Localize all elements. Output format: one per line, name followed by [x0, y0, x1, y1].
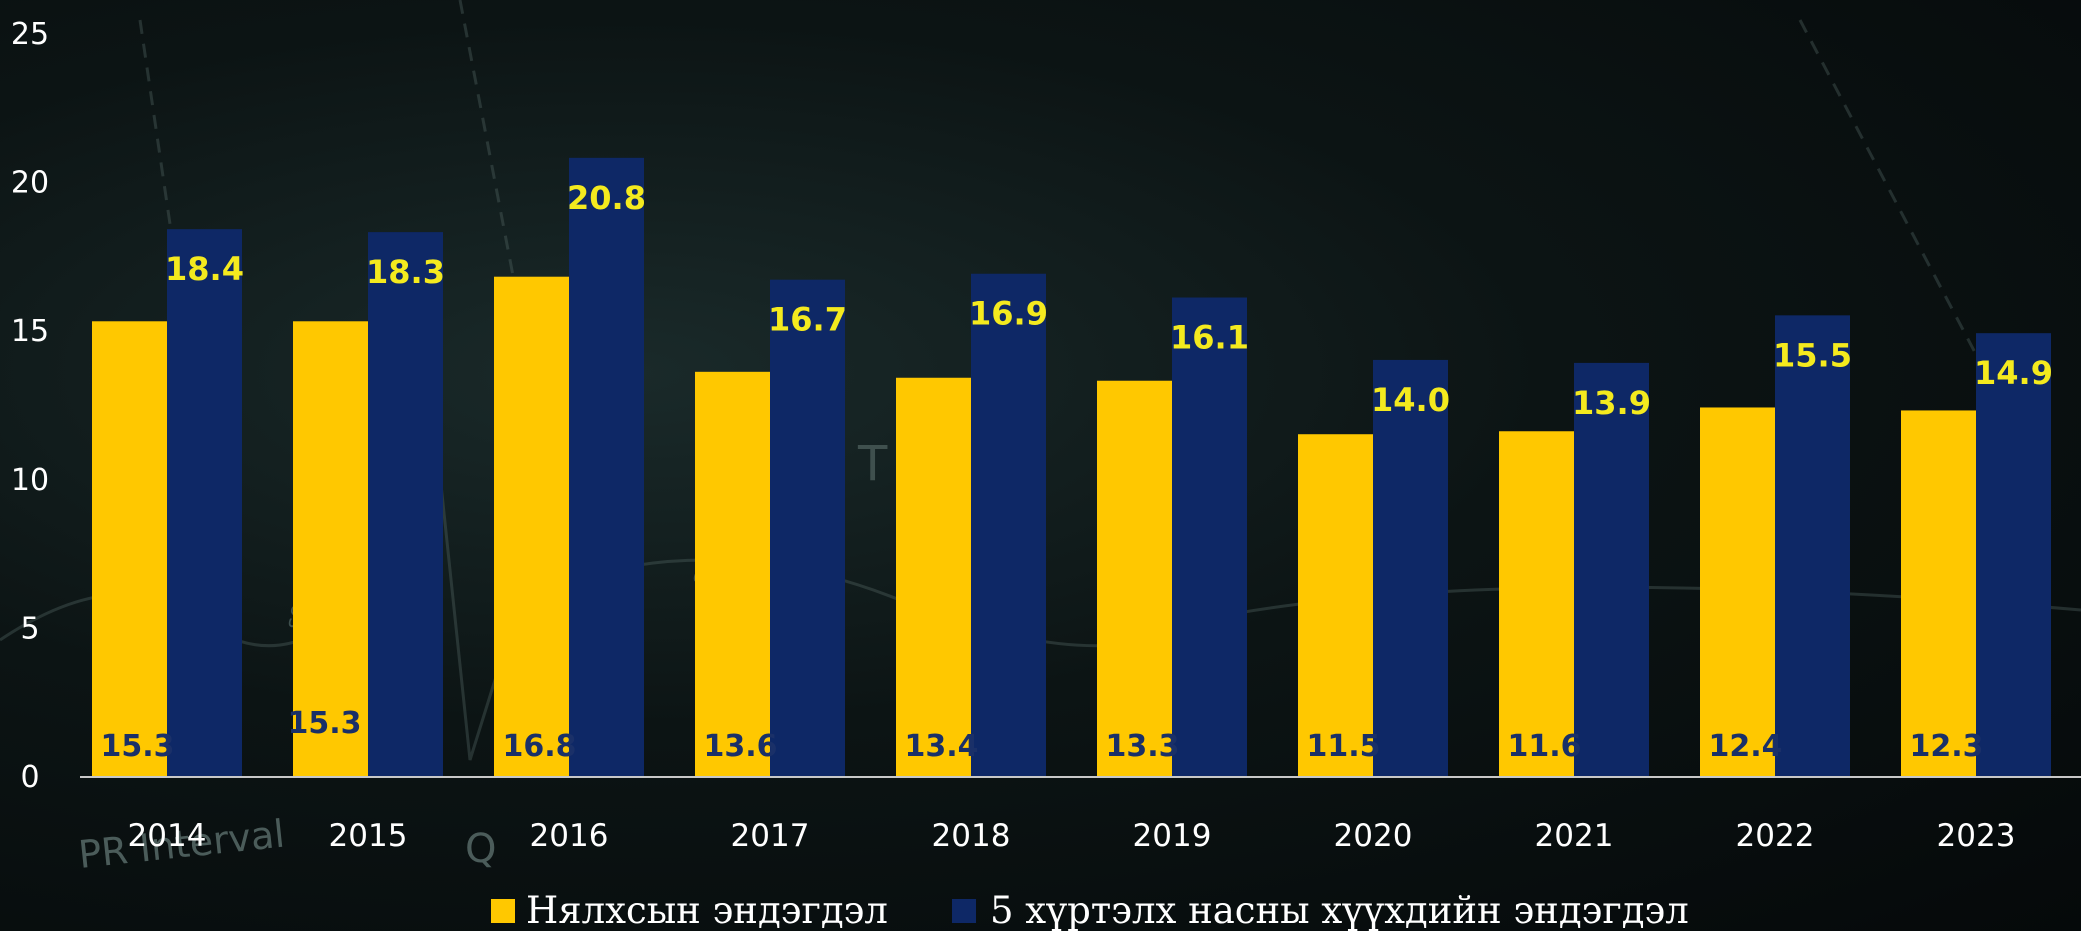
bar-under5-mortality [1574, 362, 1649, 776]
bar-infant-mortality [1901, 410, 1976, 776]
bar-under5-mortality [1373, 359, 1448, 776]
data-label-under5: 14.9 [1974, 354, 2053, 392]
x-category-label: 2020 [1334, 818, 1413, 854]
y-axis: 0 5 10 15 20 25 [11, 17, 49, 795]
x-category-label: 2016 [530, 818, 609, 854]
data-label-under5: 15.5 [1773, 336, 1852, 374]
bars: 15.3 18.4 15.3 18.3 16.8 20.8 13.6 16.7 13.4 16.9… [92, 157, 2053, 777]
data-label-infant: 13.4 [904, 729, 978, 764]
bar-infant-mortality [494, 276, 569, 776]
data-label-under5: 20.8 [567, 179, 646, 217]
x-category-label: 2019 [1133, 818, 1212, 854]
data-label-under5: 16.1 [1170, 319, 1249, 357]
data-label-infant: 12.4 [1708, 729, 1782, 764]
bar-infant-mortality [1499, 431, 1574, 776]
bar-infant-mortality [1097, 380, 1172, 776]
data-label-under5: 16.9 [969, 295, 1048, 333]
bar-under5-mortality [569, 157, 644, 777]
x-category-label: 2017 [731, 818, 810, 854]
watermark-text-q: Q [465, 826, 496, 872]
data-label-infant: 12.3 [1909, 729, 1983, 764]
legend-swatch-infant [491, 899, 515, 923]
data-label-under5: 14.0 [1371, 381, 1450, 419]
x-category-label: 2022 [1736, 818, 1815, 854]
bar-under5-mortality [1976, 333, 2051, 776]
data-label-infant: 15.3 [287, 706, 361, 741]
data-label-infant: 13.6 [703, 729, 777, 764]
x-category-label: 2021 [1535, 818, 1614, 854]
bar-under5-mortality [368, 232, 443, 776]
data-label-infant: 13.3 [1105, 729, 1179, 764]
y-tick-label: 20 [11, 166, 49, 201]
data-label-infant: 11.6 [1507, 729, 1581, 764]
bar-infant-mortality [1298, 434, 1373, 776]
y-tick-label: 15 [11, 314, 49, 349]
data-label-under5: 13.9 [1572, 384, 1651, 422]
legend-label-under5: 5 хүртэлх насны хүүхдийн эндэгдэл [990, 889, 1689, 931]
x-axis: 2014 2015 2016 2017 2018 2019 2020 2021 2022 2023 [128, 818, 2016, 854]
data-label-infant: 16.8 [502, 729, 576, 764]
bar-infant-mortality [92, 321, 167, 776]
legend-label-infant: Нялхсын эндэгдэл [526, 889, 888, 931]
bar-under5-mortality [1172, 297, 1247, 776]
bar-under5-mortality [770, 279, 845, 776]
bar-under5-mortality [971, 273, 1046, 776]
data-label-under5: 16.7 [768, 301, 847, 339]
y-tick-label: 5 [20, 611, 39, 646]
data-label-infant: 15.3 [100, 729, 174, 764]
legend: Нялхсын эндэгдэл 5 хүртэлх насны хүүхдий… [491, 889, 1689, 931]
bar-infant-mortality [896, 377, 971, 776]
legend-swatch-under5 [952, 899, 976, 923]
x-category-label: 2014 [128, 818, 207, 854]
data-label-infant: 11.5 [1306, 729, 1380, 764]
y-tick-label: 10 [11, 463, 49, 498]
data-label-under5: 18.3 [366, 253, 445, 291]
y-tick-label: 0 [20, 760, 39, 795]
bar-infant-mortality [1700, 407, 1775, 776]
x-category-label: 2018 [932, 818, 1011, 854]
bar-under5-mortality [167, 229, 242, 777]
x-category-label: 2023 [1937, 818, 2016, 854]
bar-under5-mortality [1775, 315, 1850, 776]
y-tick-label: 25 [11, 17, 49, 52]
watermark-text-t: T [857, 436, 888, 492]
bar-infant-mortality [695, 371, 770, 776]
data-label-under5: 18.4 [165, 250, 244, 288]
x-category-label: 2015 [329, 818, 408, 854]
bar-infant-mortality [293, 321, 368, 776]
